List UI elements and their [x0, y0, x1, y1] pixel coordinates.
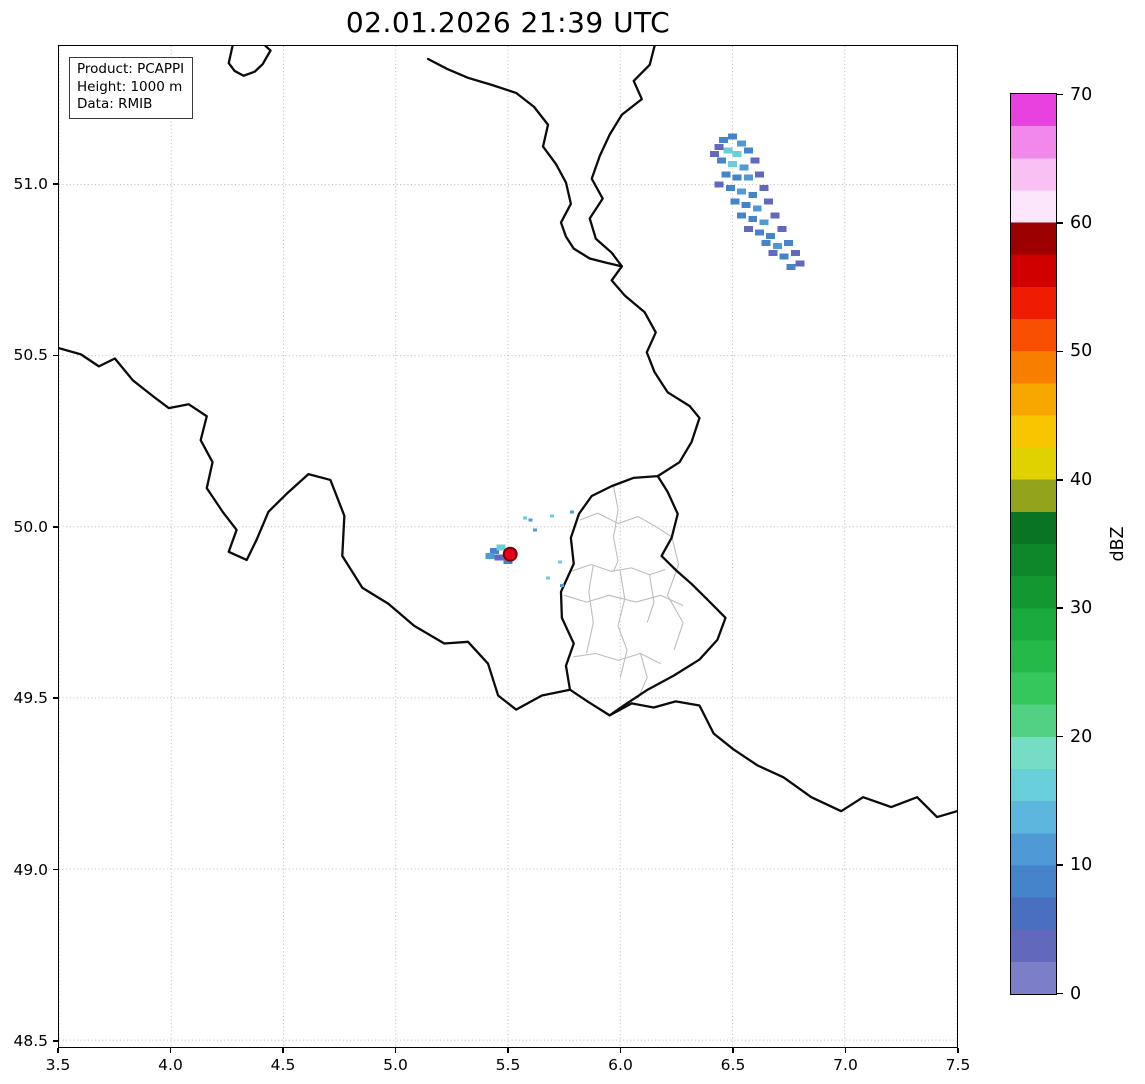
colorbar-tick: [1057, 478, 1063, 481]
x-axis: 3.5 4.0 4.5 5.0 5.5 6.0 6.5 7.0 7.5: [46, 1048, 970, 1082]
x-tick: [507, 1048, 509, 1053]
info-height-line: Height: 1000 m: [77, 78, 183, 95]
colorbar-tick-label: 60: [1070, 212, 1093, 233]
colorbar-tick: [1057, 992, 1063, 995]
x-tick: [282, 1048, 284, 1053]
colorbar-tick-label: 40: [1070, 469, 1093, 490]
x-tick-label: 7.5: [945, 1056, 971, 1074]
x-tick: [57, 1048, 59, 1053]
x-tick-label: 6.5: [720, 1056, 746, 1074]
y-tick: [53, 868, 58, 871]
y-tick-label: 50.5: [13, 346, 48, 365]
y-tick: [53, 697, 58, 700]
colorbar-tick: [1057, 93, 1063, 96]
y-tick-label: 49.5: [13, 689, 48, 708]
x-tick-label: 4.0: [158, 1056, 183, 1074]
y-axis: 48.5 49.0 49.5 50.0 50.5 51.0: [0, 45, 58, 1051]
info-data-line: Data: RMIB: [77, 96, 153, 113]
y-tick-label: 51.0: [13, 174, 48, 193]
colorbar-tick-label: 50: [1070, 341, 1093, 362]
colorbar-tick-label: 30: [1070, 598, 1093, 619]
y-tick: [53, 525, 58, 528]
colorbar-label: dBZ: [1108, 526, 1128, 562]
colorbar-gradient: [1011, 94, 1056, 994]
colorbar-ticks: 0 10 20 30 40 50 60 70: [1010, 85, 1140, 1004]
y-tick-label: 50.0: [13, 517, 48, 536]
colorbar-tick-label: 70: [1070, 84, 1093, 105]
map-canvas: [59, 46, 957, 1047]
colorbar-tick-label: 20: [1070, 726, 1093, 747]
colorbar-tick: [1057, 864, 1063, 866]
x-tick-label: 5.0: [383, 1056, 408, 1074]
x-tick: [169, 1048, 172, 1053]
x-tick: [844, 1048, 847, 1053]
y-tick-label: 48.5: [13, 1032, 48, 1051]
figure-title: 02.01.2026 21:39 UTC: [345, 6, 671, 39]
x-tick-label: 6.0: [608, 1056, 633, 1074]
y-tick-label: 49.0: [13, 860, 48, 879]
colorbar-tick: [1057, 350, 1063, 353]
colorbar: [1010, 93, 1057, 995]
x-tick-label: 7.0: [833, 1056, 858, 1074]
x-tick-label: 5.5: [495, 1056, 521, 1074]
y-tick: [53, 354, 58, 357]
x-tick: [394, 1048, 397, 1053]
info-box: Product: PCAPPI Height: 1000 m Data: RMI…: [69, 57, 194, 119]
colorbar-tick-label: 0: [1070, 983, 1082, 1004]
y-tick: [53, 183, 58, 185]
colorbar-tick: [1057, 222, 1063, 224]
x-tick: [957, 1048, 959, 1053]
info-product-line: Product: PCAPPI: [77, 61, 185, 77]
y-tick: [53, 1040, 58, 1042]
x-tick: [619, 1048, 622, 1053]
x-tick-label: 3.5: [45, 1056, 71, 1074]
x-tick: [732, 1048, 734, 1053]
colorbar-tick-label: 10: [1070, 855, 1093, 876]
map-plot: Product: PCAPPI Height: 1000 m Data: RMI…: [58, 45, 958, 1048]
colorbar-tick: [1057, 607, 1063, 609]
x-tick-label: 4.5: [270, 1056, 296, 1074]
colorbar-tick: [1057, 735, 1063, 738]
